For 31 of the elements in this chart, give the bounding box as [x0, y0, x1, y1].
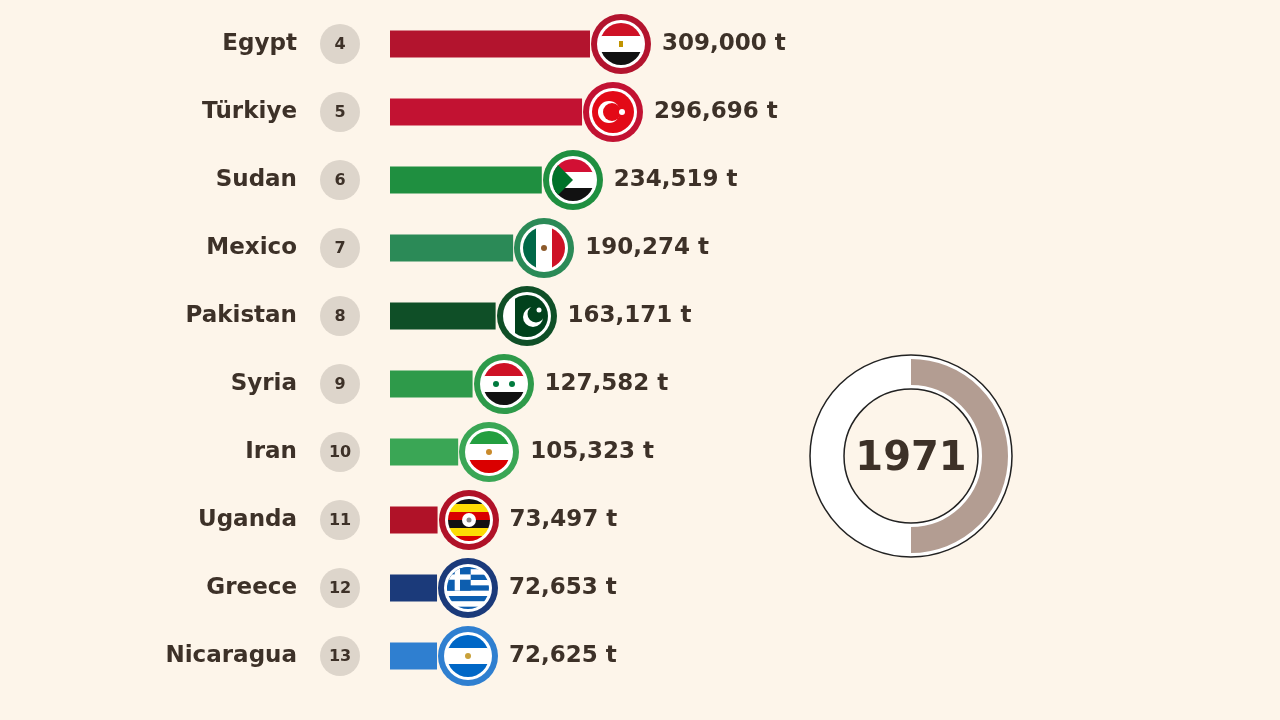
y-tick-label: Pakistan [185, 300, 297, 327]
data-label: 163,171 t [567, 300, 692, 327]
data-label: 72,653 t [509, 572, 617, 599]
text: 1971 [854, 432, 968, 481]
text: 9 [334, 374, 346, 394]
data-label: 234,519 t [613, 164, 738, 191]
y-tick-label: Syria [230, 368, 297, 395]
data-label: 105,323 t [530, 436, 654, 463]
y-tick-label: Iran [245, 436, 297, 463]
data-label: 127,582 t [544, 368, 669, 395]
data-label: 296,696 t [654, 96, 778, 123]
text: 7 [334, 238, 346, 258]
y-tick-label: Uganda [197, 504, 297, 531]
text: 5 [334, 102, 346, 122]
data-label: 72,625 t [509, 640, 617, 667]
text: 8 [334, 306, 346, 326]
text: 4 [334, 34, 346, 54]
data-label: 309,000 t [662, 28, 786, 55]
data-label: 190,274 t [585, 232, 709, 259]
text: 13 [328, 646, 352, 666]
y-tick-label: Nicaragua [165, 640, 297, 667]
y-tick-label: Sudan [215, 164, 297, 191]
text: 6 [334, 170, 346, 190]
y-tick-label: Türkiye [202, 96, 297, 123]
text: 10 [328, 442, 352, 462]
text: 12 [328, 578, 352, 598]
y-tick-label: Egypt [222, 28, 297, 55]
data-label: 73,497 t [509, 504, 618, 531]
y-tick-label: Greece [206, 572, 297, 599]
text: 11 [328, 510, 352, 530]
y-tick-label: Mexico [206, 232, 297, 259]
